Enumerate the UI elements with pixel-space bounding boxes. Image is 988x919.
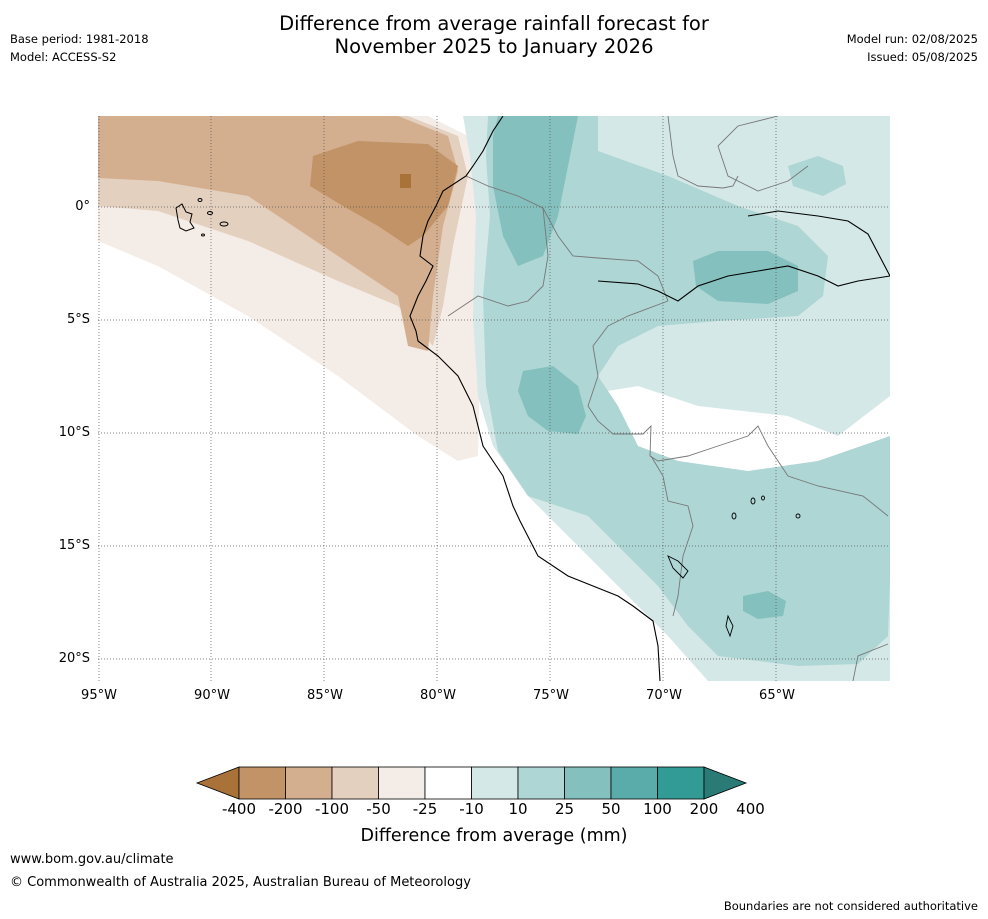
galapagos-islands bbox=[175, 198, 229, 237]
title-line-1: Difference from average rainfall forecas… bbox=[279, 12, 709, 35]
disclaimer-text: Boundaries are not considered authoritat… bbox=[723, 899, 978, 913]
title-line-2: November 2025 to January 2026 bbox=[334, 35, 654, 58]
colorbar-tick-label: 25 bbox=[554, 800, 575, 818]
colorbar-swatch bbox=[424, 766, 472, 800]
wet-region-25-north bbox=[788, 156, 846, 196]
colorbar-tick-label: 400 bbox=[736, 800, 765, 818]
lon-label-65w: 65°W bbox=[759, 688, 795, 703]
lat-label-20s: 20°S bbox=[58, 651, 90, 666]
dry-region-minus200 bbox=[400, 174, 411, 188]
colorbar-swatch bbox=[517, 766, 565, 800]
colorbar-tick-label: -50 bbox=[366, 800, 391, 818]
website-link[interactable]: www.bom.gov.au/climate bbox=[10, 852, 174, 867]
lat-label-5s: 5°S bbox=[66, 312, 90, 327]
dry-region-minus100 bbox=[310, 141, 458, 246]
lon-label-70w: 70°W bbox=[646, 688, 682, 703]
rainfall-map bbox=[98, 116, 890, 681]
issued-text: Issued: 05/08/2025 bbox=[867, 50, 978, 64]
colorbar-tick-label: 200 bbox=[689, 800, 719, 818]
graticule bbox=[98, 116, 890, 681]
colorbar-swatch bbox=[331, 766, 379, 800]
colorbar-swatch bbox=[657, 766, 705, 800]
lon-label-90w: 90°W bbox=[194, 688, 230, 703]
lon-label-75w: 75°W bbox=[533, 688, 569, 703]
colorbar-tick-label: -400 bbox=[221, 800, 257, 818]
colorbar-tick-label: -200 bbox=[268, 800, 303, 818]
copyright-text: © Commonwealth of Australia 2025, Austra… bbox=[10, 875, 471, 890]
colorbar-extend-low bbox=[195, 766, 240, 800]
colorbar-extend-high bbox=[703, 766, 748, 800]
colorbar-swatch bbox=[471, 766, 519, 800]
colorbar-swatch bbox=[378, 766, 426, 800]
colorbar-swatch bbox=[238, 766, 286, 800]
colorbar-swatch bbox=[285, 766, 333, 800]
wet-region-50 bbox=[493, 116, 578, 266]
colorbar bbox=[195, 766, 748, 800]
wet-region-50-south bbox=[743, 591, 786, 619]
wet-region-50-central bbox=[518, 366, 586, 434]
country-boundaries bbox=[447, 116, 889, 681]
colorbar-swatch bbox=[610, 766, 658, 800]
colorbar-tick-label: -25 bbox=[412, 800, 438, 818]
lat-label-10s: 10°S bbox=[58, 425, 90, 440]
lon-label-80w: 80°W bbox=[420, 688, 456, 703]
colorbar-title: Difference from average (mm) bbox=[360, 826, 628, 846]
lat-label-0: 0° bbox=[75, 199, 90, 214]
colorbar-tick-label: 100 bbox=[643, 800, 672, 818]
lon-label-85w: 85°W bbox=[307, 688, 343, 703]
map-svg bbox=[98, 116, 890, 681]
base-period-text: Base period: 1981-2018 bbox=[10, 32, 149, 46]
model-run-text: Model run: 02/08/2025 bbox=[846, 32, 978, 46]
colorbar-swatch bbox=[564, 766, 612, 800]
lat-label-15s: 15°S bbox=[58, 538, 90, 553]
lon-label-95w: 95°W bbox=[81, 688, 117, 703]
coastline bbox=[409, 116, 890, 681]
lakes bbox=[667, 495, 801, 638]
wet-region-50-east bbox=[693, 251, 798, 304]
colorbar-tick-label: -100 bbox=[314, 800, 350, 818]
colorbar-tick-label: -10 bbox=[459, 800, 484, 818]
wet-region-exclusion bbox=[618, 116, 658, 131]
page-title: Difference from average rainfall forecas… bbox=[0, 12, 988, 58]
model-text: Model: ACCESS-S2 bbox=[10, 50, 117, 64]
wet-region-25 bbox=[483, 116, 890, 666]
colorbar-tick-label: 50 bbox=[601, 800, 621, 818]
colorbar-tick-label: 10 bbox=[508, 800, 528, 818]
